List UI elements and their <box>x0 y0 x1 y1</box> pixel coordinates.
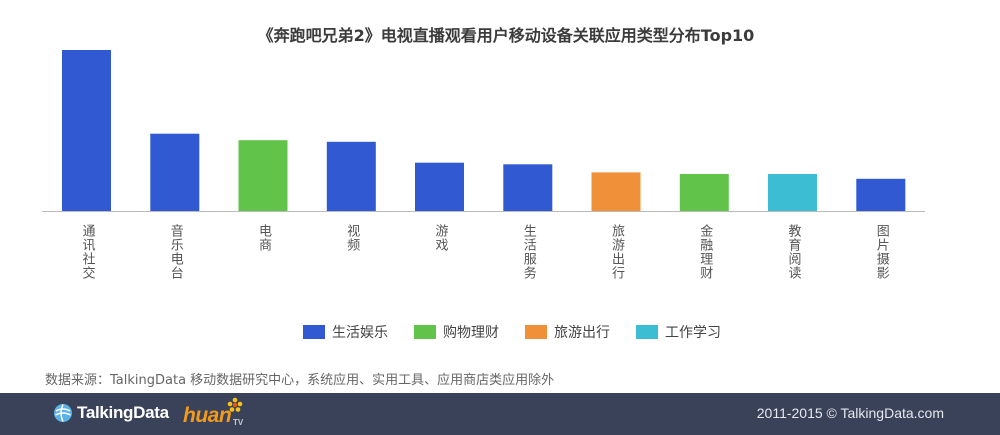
legend-label: 购物理财 <box>443 325 499 341</box>
x-tick-label: 游戏 <box>432 224 448 252</box>
x-tick-label: 旅游出行 <box>609 224 624 280</box>
huan-logo-text: huan <box>183 404 232 427</box>
bar-7 <box>591 172 641 211</box>
bar-6 <box>503 164 553 211</box>
talkingdata-logo-icon <box>54 404 72 422</box>
legend-swatch <box>636 325 658 339</box>
bar-10 <box>856 178 906 211</box>
legend-label: 旅游出行 <box>554 325 610 341</box>
copyright-text: 2011-2015 © TalkingData.com <box>756 405 944 421</box>
x-tick-label: 生活服务 <box>520 224 536 280</box>
legend-label: 生活娱乐 <box>332 325 388 341</box>
huan-logo-suffix: TV <box>233 418 244 427</box>
x-tick-label: 音乐电台 <box>167 224 183 280</box>
legend-item-lvyou-chuxing: 旅游出行 <box>525 322 610 342</box>
legend-swatch <box>303 325 325 339</box>
legend-label: 工作学习 <box>665 325 721 341</box>
chart-legend: 生活娱乐 购物理财 旅游出行 工作学习 <box>303 322 747 342</box>
footer-bar: TalkingData huan TV 2011-2015 © TalkingD… <box>0 393 1000 435</box>
legend-swatch <box>525 325 547 339</box>
bar-chart <box>42 50 925 212</box>
bar-5 <box>415 162 464 211</box>
bar-2 <box>150 133 200 211</box>
legend-swatch <box>414 325 436 339</box>
legend-item-shenghuo-yule: 生活娱乐 <box>303 322 388 342</box>
x-tick-label: 视频 <box>344 224 360 252</box>
legend-item-gouwu-licai: 购物理财 <box>414 322 499 342</box>
bar-3 <box>238 140 288 211</box>
x-tick-label: 图片摄影 <box>873 224 889 280</box>
legend-item-gongzuo-xuexi: 工作学习 <box>636 322 721 342</box>
bar-9 <box>768 174 817 211</box>
sun-flower-icon <box>227 397 243 412</box>
bar-4 <box>326 141 376 211</box>
talkingdata-logo-text: TalkingData <box>77 403 169 422</box>
x-tick-label: 教育阅读 <box>785 224 801 280</box>
chart-title: 《奔跑吧兄弟2》电视直播观看用户移动设备关联应用类型分布Top10 <box>257 26 755 45</box>
talkingdata-logo: TalkingData <box>53 403 169 423</box>
huan-tv-logo: huan TV <box>183 397 253 431</box>
x-tick-label: 电商 <box>256 224 271 252</box>
data-source-note: 数据来源：TalkingData 移动数据研究中心，系统应用、实用工具、应用商店… <box>45 373 555 388</box>
x-tick-label: 通讯社交 <box>79 224 95 280</box>
bar-8 <box>679 174 729 211</box>
bar-1 <box>62 50 111 211</box>
x-tick-label: 金融理财 <box>697 224 713 280</box>
